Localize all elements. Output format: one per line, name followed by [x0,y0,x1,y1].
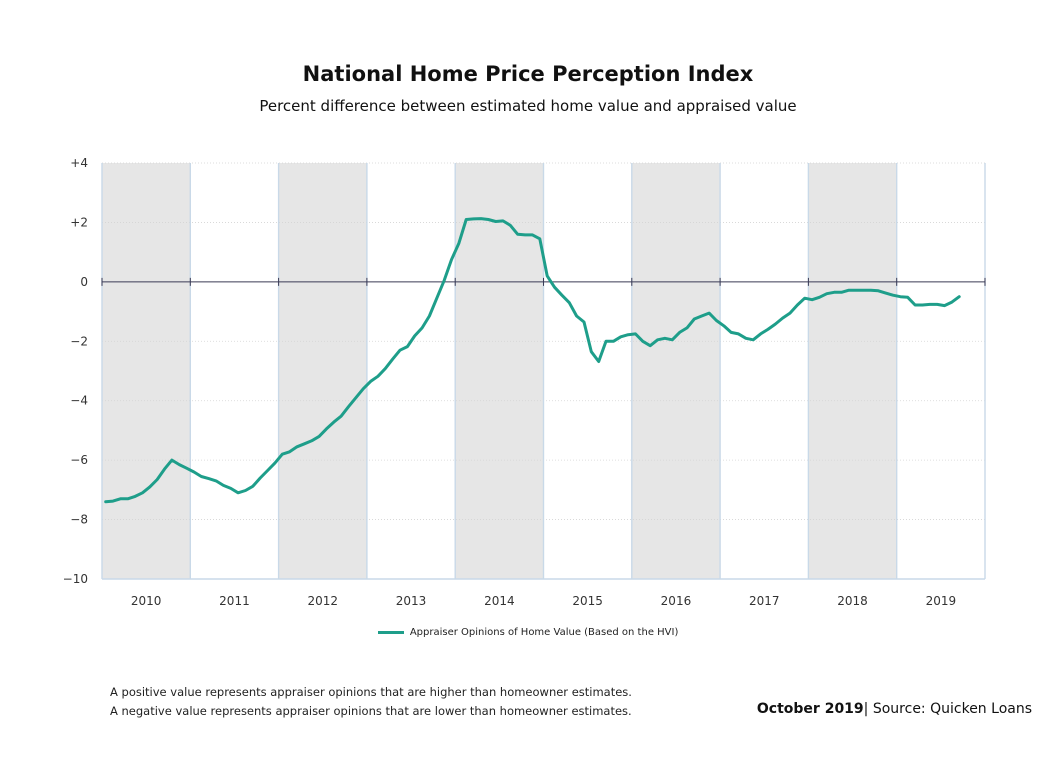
shade-band-2012 [278,163,367,579]
chart-subtitle: Percent difference between estimated hom… [259,97,797,115]
y-tick-label: −8 [70,513,88,527]
year-shading [102,163,897,579]
source-name: Quicken Loans [930,701,1032,717]
series-line-appraiser-opinions [104,217,961,504]
y-tick-label: +2 [70,215,88,229]
y-tick-label: −10 [63,572,88,586]
x-tick-label: 2011 [219,594,250,608]
y-tick-label: −6 [70,453,88,467]
source-credit: October 2019| Source: Quicken Loans [757,701,1032,717]
legend: Appraiser Opinions of Home Value (Based … [0,627,1056,638]
chart-title: National Home Price Perception Index [302,62,754,86]
legend-swatch [377,630,404,634]
shade-band-2010 [102,163,191,579]
x-tick-label: 2010 [131,594,162,608]
shade-band-2016 [631,163,721,579]
x-tick-label: 2012 [307,594,338,608]
x-tick-label: 2016 [661,594,692,608]
x-tick-label: 2015 [572,594,603,608]
y-tick-label: +4 [70,156,88,170]
x-tick-label: 2018 [837,594,868,608]
source-date: October 2019 [756,701,864,717]
source-label: Source: [872,701,926,717]
shade-band-2014 [455,163,544,579]
note-positive: A positive value represents appraiser op… [110,685,632,699]
source-separator: | [863,701,869,717]
series-layer [104,217,961,504]
x-tick-label: 2017 [749,594,780,608]
y-tick-label: −4 [70,394,88,408]
x-axis-labels: 2010 2011 2012 2013 2014 2015 2016 2017 2018 2019 [131,594,956,608]
x-tick-label: 2014 [484,594,515,608]
y-tick-label: 0 [80,275,88,289]
x-tick-label: 2013 [396,594,427,608]
axes [101,277,986,580]
shade-band-2018 [808,163,897,579]
y-tick-label: −2 [70,334,88,348]
legend-label: Appraiser Opinions of Home Value (Based … [409,627,679,638]
y-axis-labels: +4 +2 0 −2 −4 −6 −8 −10 [63,156,88,586]
x-tick-label: 2019 [926,594,957,608]
note-negative: A negative value represents appraiser op… [110,704,632,718]
